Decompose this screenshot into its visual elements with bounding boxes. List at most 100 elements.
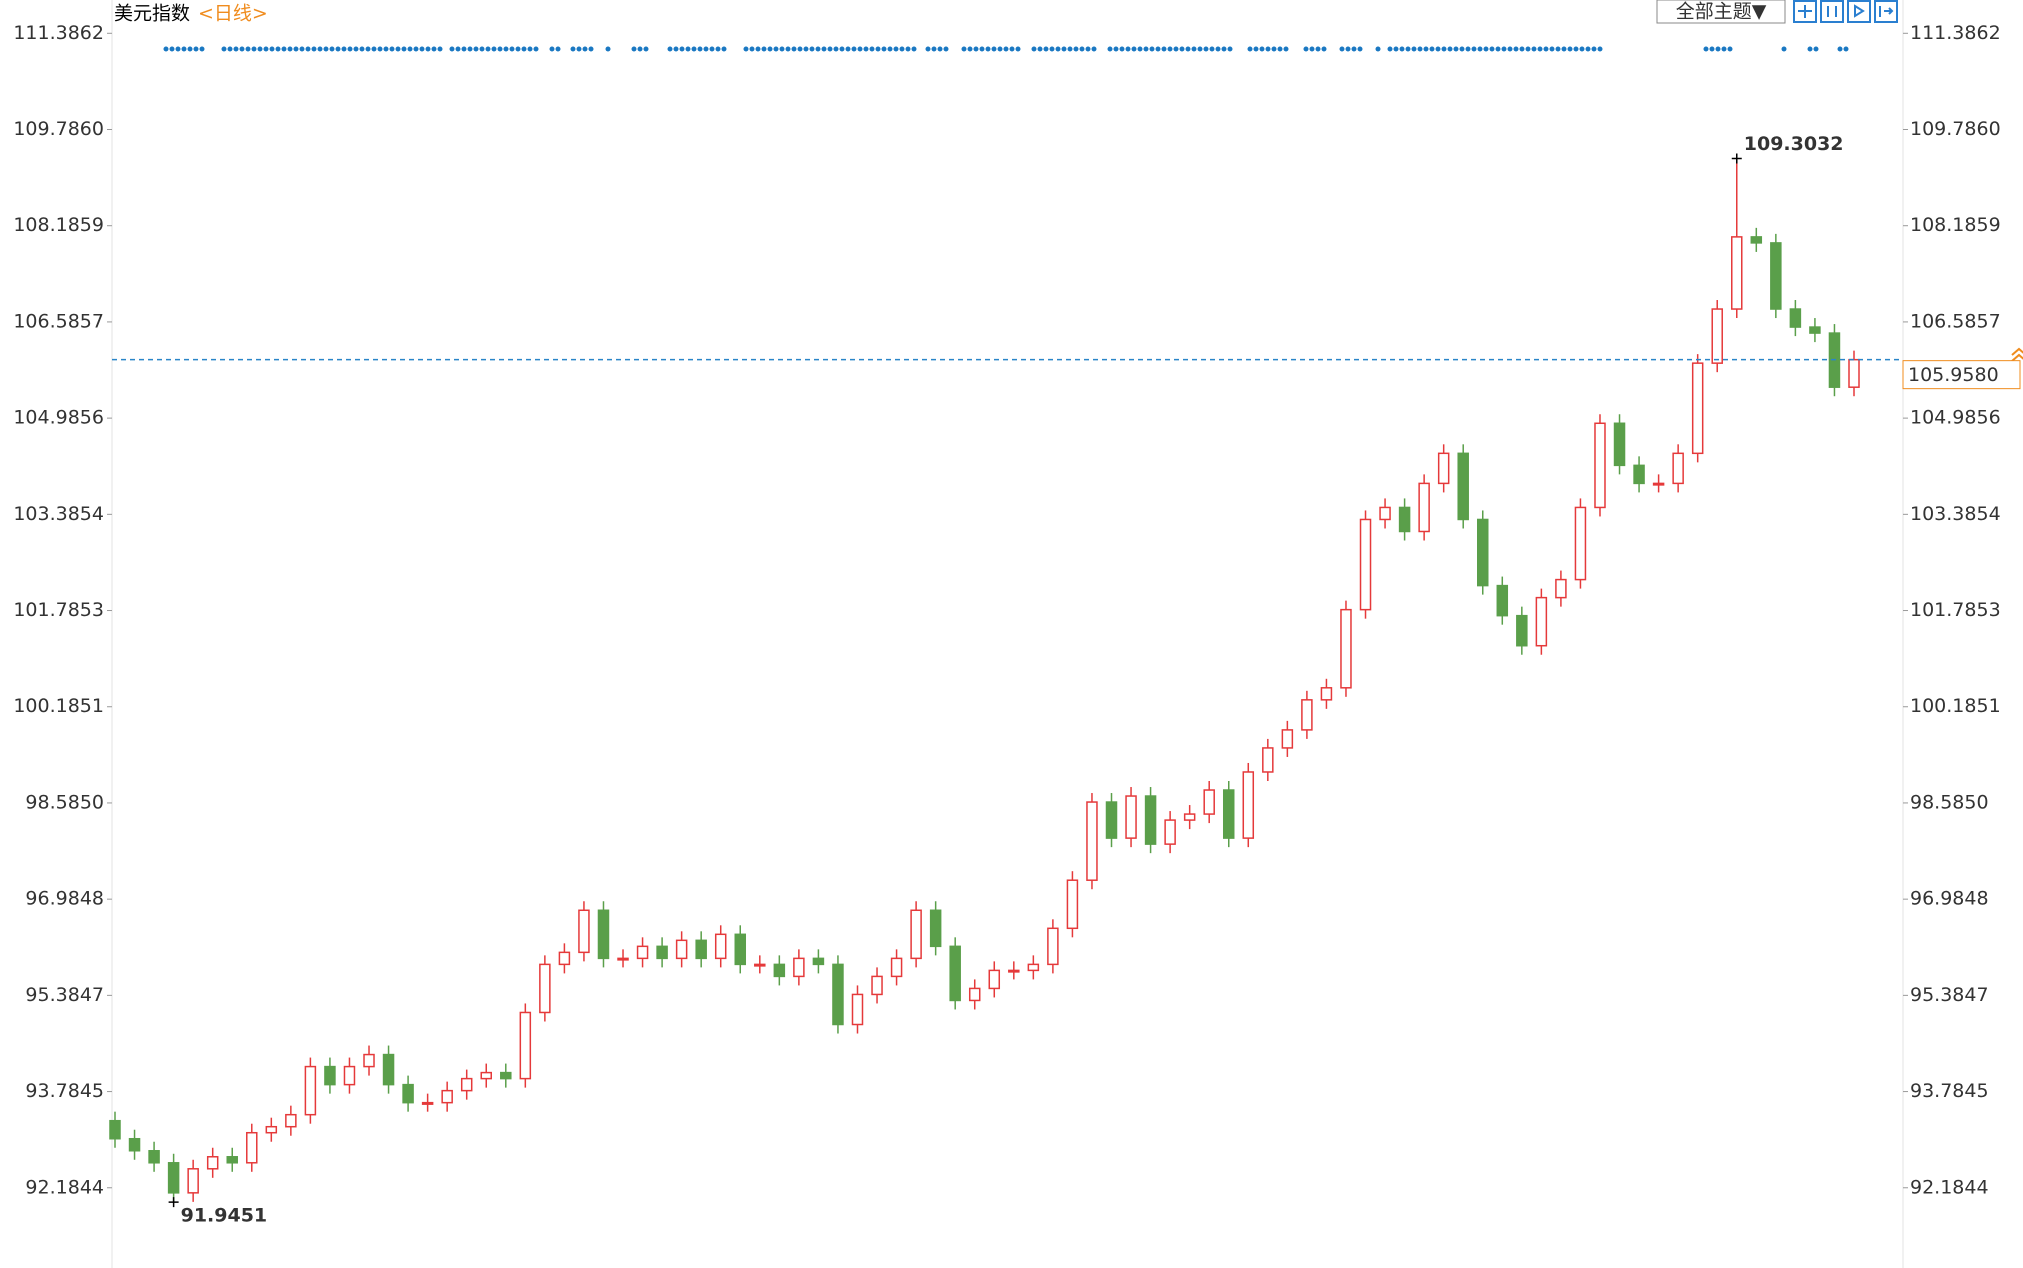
candle-body xyxy=(1340,608,1352,689)
candle-body xyxy=(1633,464,1645,485)
candle-body xyxy=(1574,506,1587,581)
candle-body xyxy=(1516,614,1528,647)
candle-body xyxy=(929,909,942,948)
candle-body xyxy=(851,993,864,1026)
candle-body xyxy=(1418,482,1430,533)
candle-body xyxy=(148,1150,160,1164)
candle-body xyxy=(1848,358,1860,388)
y-tick-label: 98.5850 xyxy=(25,791,104,813)
min-marker xyxy=(168,1197,179,1208)
candle-body xyxy=(949,945,961,1002)
price-arrow xyxy=(2011,347,2023,362)
y2-tick-label: 109.7860 xyxy=(1910,118,2001,140)
current-price-label: 105.9580 xyxy=(1908,364,1999,386)
candle-body xyxy=(246,1131,258,1164)
y-tick-label: 96.9848 xyxy=(25,888,104,910)
y2-tick-label: 92.1844 xyxy=(1910,1176,1989,1198)
candle-body xyxy=(324,1065,336,1086)
candle-body xyxy=(187,1168,199,1194)
candle-body xyxy=(754,963,766,967)
y2-tick-label: 106.5857 xyxy=(1910,310,2001,332)
candle-body xyxy=(968,987,981,1002)
candle-body xyxy=(1750,236,1763,244)
y-tick-label: 92.1844 xyxy=(25,1176,104,1198)
theme-button-label[interactable]: 全部主题▼ xyxy=(1676,1,1767,23)
candle-body xyxy=(265,1125,278,1134)
candle-body xyxy=(578,909,590,954)
candle-body xyxy=(304,1065,317,1116)
candle-body xyxy=(832,963,844,1026)
y2-tick-label: 104.9856 xyxy=(1910,407,2001,429)
candle-body xyxy=(402,1083,414,1104)
y-tick-label: 93.7845 xyxy=(25,1080,104,1102)
candle-body xyxy=(128,1137,141,1152)
candle-body xyxy=(1809,326,1821,334)
candle-body xyxy=(1731,236,1743,310)
candle-body xyxy=(1203,789,1215,815)
candle-body xyxy=(558,951,571,966)
candle-body xyxy=(1301,699,1313,731)
candle-body xyxy=(1242,771,1255,839)
candle-body xyxy=(421,1101,434,1105)
candle-body xyxy=(167,1162,180,1194)
candle-body xyxy=(617,957,629,961)
candle-body xyxy=(695,939,707,960)
candle-body xyxy=(1144,795,1157,845)
candle-body xyxy=(1086,801,1098,881)
candle-body xyxy=(1711,308,1723,364)
candle-body xyxy=(890,957,903,978)
candle-body xyxy=(1262,747,1274,773)
candle-body xyxy=(460,1077,473,1092)
candle-body xyxy=(597,909,610,960)
candle-body xyxy=(1613,422,1626,467)
candle-body xyxy=(1594,422,1606,509)
candle-body xyxy=(1183,813,1196,821)
candle-body xyxy=(656,945,668,960)
candle-body xyxy=(1066,879,1079,930)
candle-body xyxy=(1555,578,1567,599)
candle-body xyxy=(714,933,727,960)
y2-tick-label: 98.5850 xyxy=(1910,791,1989,813)
candle-body xyxy=(1477,518,1489,587)
toolbar-icons xyxy=(1793,0,1898,23)
candle-body xyxy=(1047,927,1059,966)
candle-body xyxy=(773,963,786,978)
candle-body xyxy=(675,939,688,960)
candle-body xyxy=(636,945,649,960)
y-tick-label: 109.7860 xyxy=(13,118,104,140)
theme-button[interactable] xyxy=(1656,0,1786,24)
candle-body xyxy=(519,1011,532,1080)
y2-tick-label: 101.7853 xyxy=(1910,599,2001,621)
candle-body xyxy=(343,1065,356,1086)
max-label: 109.3032 xyxy=(1744,133,1844,155)
chart-title: 美元指数 xyxy=(114,3,190,25)
y-tick-label: 108.1859 xyxy=(13,214,104,236)
candle-body xyxy=(793,957,805,978)
candle-body xyxy=(1008,969,1020,973)
y2-tick-label: 100.1851 xyxy=(1910,695,2001,717)
candle-body xyxy=(1027,963,1040,972)
candle-body xyxy=(988,969,1001,990)
y-tick-label: 95.3847 xyxy=(25,984,104,1006)
y-tick-label: 101.7853 xyxy=(13,599,104,621)
candle-body xyxy=(226,1156,238,1164)
y-tick-label: 106.5857 xyxy=(13,310,104,332)
candle-body xyxy=(382,1053,395,1086)
candle-body xyxy=(206,1156,219,1170)
candle-body xyxy=(1672,452,1684,485)
y-tick-label: 100.1851 xyxy=(13,695,104,717)
max-marker xyxy=(1731,153,1742,164)
candle-body xyxy=(1652,482,1665,486)
candle-body xyxy=(1398,506,1411,533)
y2-tick-label: 95.3847 xyxy=(1910,984,1989,1006)
candle-body xyxy=(1457,452,1469,521)
icon-zoom[interactable] xyxy=(1820,0,1844,23)
candle-body xyxy=(1222,789,1235,839)
candle-body xyxy=(1437,452,1450,485)
candle-body xyxy=(1359,518,1372,611)
candle-body xyxy=(441,1089,453,1104)
candle-body xyxy=(1320,687,1333,701)
candle-body xyxy=(480,1071,492,1080)
